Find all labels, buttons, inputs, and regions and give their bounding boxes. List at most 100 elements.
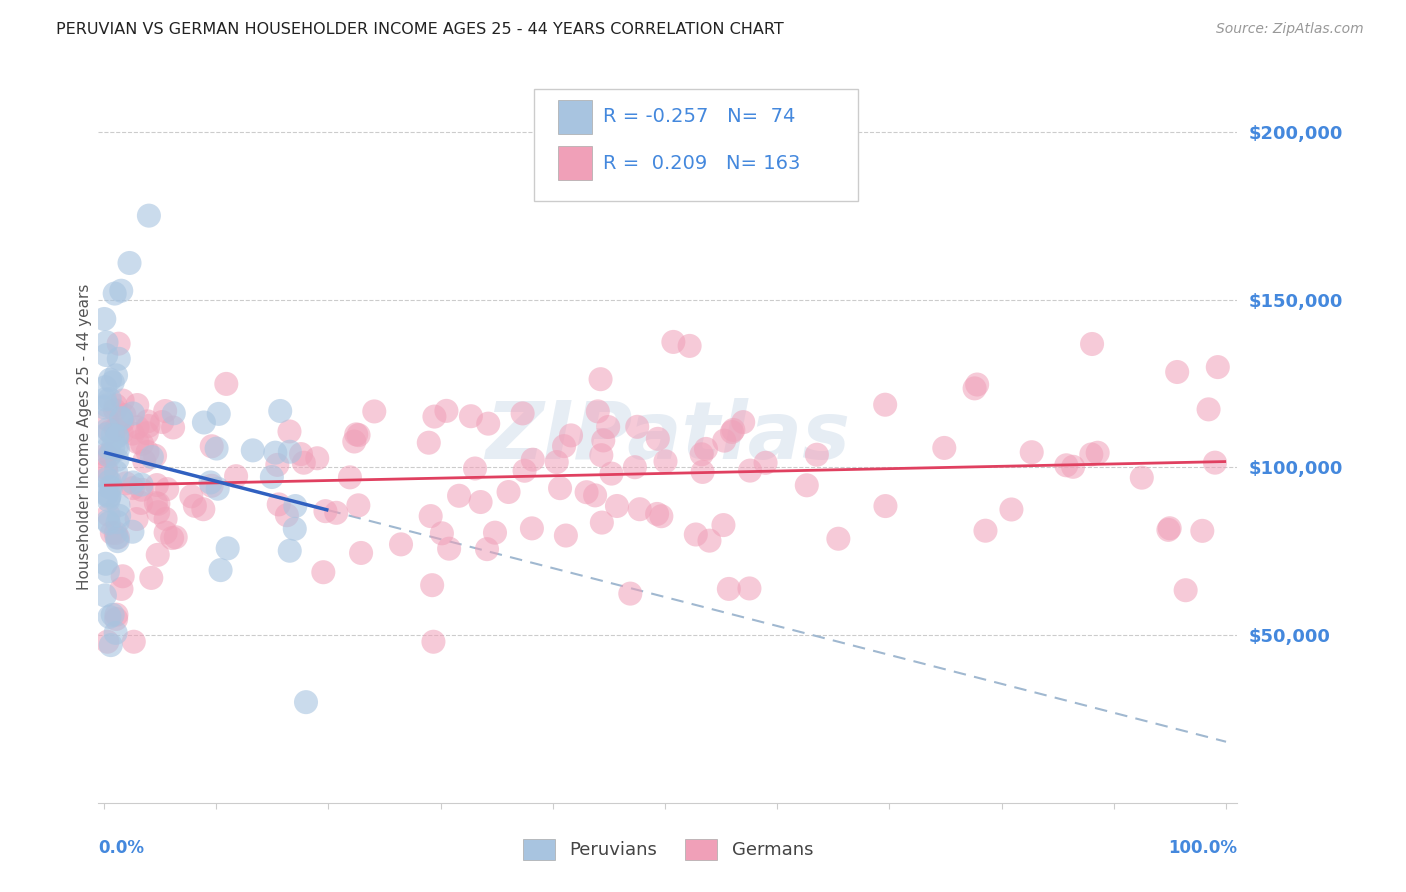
- Point: [512, 406, 534, 420]
- Point: [1159, 521, 1181, 535]
- Point: [225, 469, 247, 483]
- Point: [201, 439, 224, 453]
- Point: [96, 465, 118, 479]
- Point: [347, 499, 370, 513]
- Point: [105, 429, 128, 443]
- Point: [107, 498, 129, 512]
- Point: [662, 334, 685, 349]
- Point: [100, 480, 122, 494]
- Point: [654, 454, 676, 468]
- Point: [269, 404, 291, 418]
- Point: [422, 634, 444, 648]
- Point: [122, 481, 145, 495]
- Point: [141, 571, 163, 585]
- Point: [721, 425, 744, 439]
- Point: [307, 451, 329, 466]
- Point: [127, 435, 149, 450]
- Point: [96, 422, 118, 436]
- Point: [260, 470, 283, 484]
- Point: [150, 415, 173, 429]
- Point: [436, 404, 458, 418]
- Point: [148, 497, 170, 511]
- Point: [560, 428, 582, 442]
- Point: [470, 495, 492, 509]
- Point: [626, 420, 648, 434]
- Point: [628, 502, 651, 516]
- Point: [589, 372, 612, 386]
- Point: [363, 404, 385, 418]
- Point: [122, 407, 145, 421]
- Point: [122, 475, 145, 490]
- Point: [796, 478, 818, 492]
- Point: [94, 380, 117, 394]
- Point: [717, 582, 740, 596]
- Point: [692, 465, 714, 479]
- Point: [118, 256, 141, 270]
- Point: [105, 612, 128, 626]
- Point: [94, 557, 117, 571]
- Point: [484, 525, 506, 540]
- Point: [314, 504, 336, 518]
- Point: [104, 286, 127, 301]
- Point: [325, 506, 347, 520]
- Point: [1206, 360, 1229, 375]
- Point: [437, 541, 460, 556]
- Point: [647, 432, 669, 446]
- Point: [98, 447, 121, 461]
- Point: [125, 512, 148, 526]
- Point: [101, 525, 124, 540]
- Point: [934, 441, 956, 455]
- Point: [156, 482, 179, 496]
- Point: [107, 351, 129, 366]
- Point: [115, 476, 138, 491]
- Point: [153, 404, 176, 418]
- Point: [121, 524, 143, 539]
- Point: [155, 512, 177, 526]
- Point: [290, 447, 312, 461]
- Point: [278, 425, 301, 439]
- Point: [94, 461, 117, 475]
- Point: [350, 546, 373, 560]
- Point: [546, 455, 568, 469]
- Point: [713, 518, 735, 533]
- Point: [94, 448, 117, 462]
- Point: [143, 449, 166, 463]
- Point: [138, 209, 160, 223]
- Point: [101, 428, 124, 442]
- Point: [207, 482, 229, 496]
- Point: [423, 409, 446, 424]
- Point: [101, 607, 124, 622]
- Point: [449, 489, 471, 503]
- Point: [127, 420, 149, 434]
- Point: [575, 485, 598, 500]
- Point: [94, 588, 117, 602]
- Point: [267, 497, 290, 511]
- Y-axis label: Householder Income Ages 25 - 44 years: Householder Income Ages 25 - 44 years: [77, 284, 91, 591]
- Text: ZIPatlas: ZIPatlas: [485, 398, 851, 476]
- Point: [105, 531, 128, 545]
- Point: [344, 427, 367, 442]
- Point: [104, 403, 127, 417]
- Point: [600, 467, 623, 481]
- Point: [591, 448, 613, 462]
- Text: R =  0.209   N= 163: R = 0.209 N= 163: [603, 153, 800, 173]
- Point: [733, 415, 755, 429]
- Point: [97, 493, 120, 508]
- Point: [98, 610, 121, 624]
- Point: [110, 411, 132, 425]
- Point: [723, 423, 745, 437]
- Point: [105, 465, 128, 479]
- Point: [464, 461, 486, 475]
- Point: [98, 475, 121, 489]
- Point: [1062, 459, 1084, 474]
- Point: [93, 312, 115, 326]
- Point: [96, 348, 118, 362]
- Point: [96, 399, 118, 413]
- Point: [111, 393, 134, 408]
- Point: [276, 508, 298, 523]
- Point: [278, 543, 301, 558]
- Point: [104, 398, 127, 412]
- Point: [134, 454, 156, 468]
- Point: [586, 404, 609, 418]
- Point: [1204, 456, 1226, 470]
